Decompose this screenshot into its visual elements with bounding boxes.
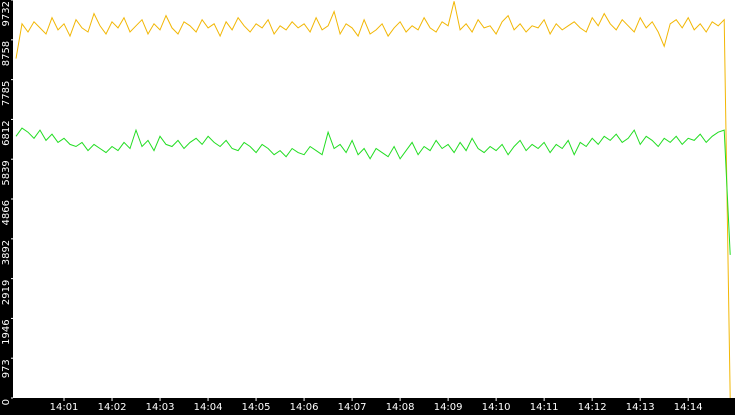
x-tick-label: 14:09 — [434, 402, 463, 413]
x-tick-label: 14:12 — [578, 402, 607, 413]
y-tick-label: 1946 — [1, 319, 12, 344]
y-tick-label: 0 — [1, 399, 12, 405]
x-tick-label: 14:03 — [146, 402, 175, 413]
x-tick-label: 14:13 — [626, 402, 655, 413]
y-tick-label: 3892 — [1, 240, 12, 265]
y-tick-label: 8758 — [1, 41, 12, 66]
x-tick-label: 14:10 — [482, 402, 511, 413]
y-tick-label: 5839 — [1, 160, 12, 185]
y-tick-label: 973 — [1, 359, 12, 378]
y-tick-label: 4866 — [1, 200, 12, 225]
series-line — [15, 1, 731, 399]
x-tick-label: 14:02 — [98, 402, 127, 413]
x-tick-label: 14:08 — [386, 402, 415, 413]
x-tick-label: 14:06 — [290, 402, 319, 413]
series-line — [15, 127, 731, 255]
y-tick-label: 6812 — [1, 120, 12, 145]
x-tick-label: 14:11 — [530, 402, 559, 413]
x-tick-label: 14:14 — [674, 402, 703, 413]
x-tick-label: 14:01 — [50, 402, 79, 413]
y-tick-label: 7785 — [1, 81, 12, 106]
x-tick-label: 14:07 — [338, 402, 367, 413]
x-tick-label: 14:05 — [242, 402, 271, 413]
plot-area — [13, 0, 735, 398]
y-tick-label: 9732 — [1, 1, 12, 26]
x-tick-label: 14:04 — [194, 402, 223, 413]
y-tick-label: 2919 — [1, 280, 12, 305]
